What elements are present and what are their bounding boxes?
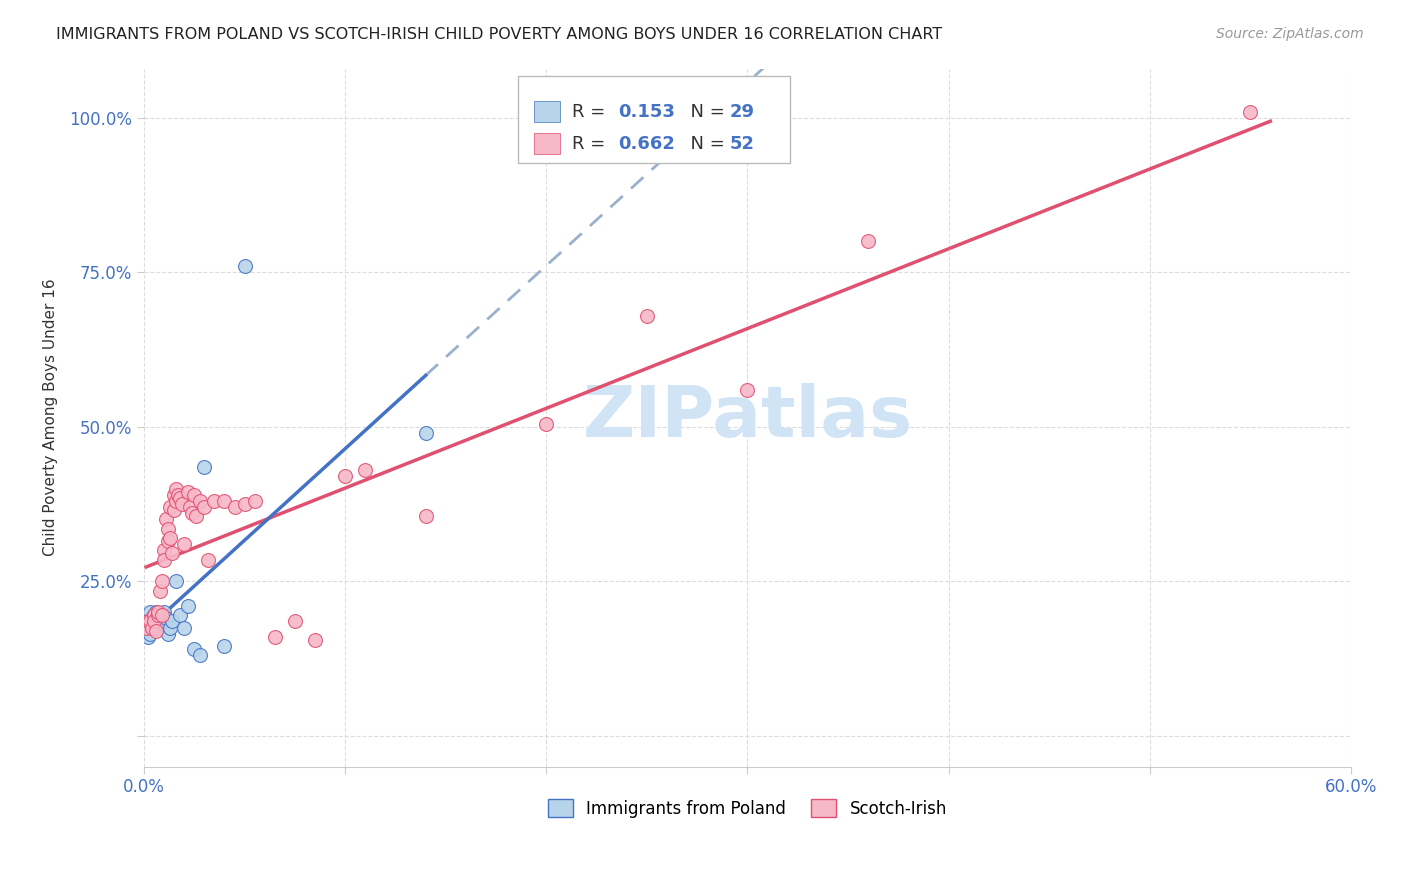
Point <box>636 309 658 323</box>
Point <box>233 497 256 511</box>
Point <box>163 488 186 502</box>
Point <box>139 626 162 640</box>
Point <box>415 425 437 440</box>
Point <box>214 494 236 508</box>
Point <box>284 615 307 629</box>
Point <box>150 574 173 589</box>
Point <box>143 615 166 629</box>
Point <box>165 494 187 508</box>
Point <box>177 484 200 499</box>
Point <box>169 608 191 623</box>
Text: ZIPatlas: ZIPatlas <box>582 383 912 452</box>
Point <box>149 583 172 598</box>
Point <box>143 608 166 623</box>
Point <box>141 611 163 625</box>
Text: R =: R = <box>572 103 612 120</box>
Point <box>333 469 356 483</box>
Point <box>188 494 211 508</box>
Text: R =: R = <box>572 135 612 153</box>
Point <box>155 512 177 526</box>
Text: N =: N = <box>679 103 730 120</box>
Point <box>139 605 162 619</box>
Point <box>157 626 180 640</box>
Point <box>157 534 180 549</box>
Point <box>141 621 163 635</box>
Text: 52: 52 <box>730 135 754 153</box>
Text: N =: N = <box>679 135 730 153</box>
Point <box>157 522 180 536</box>
Point <box>214 639 236 653</box>
Point <box>146 615 169 629</box>
Point <box>146 605 169 619</box>
Point <box>181 506 204 520</box>
Point <box>204 494 226 508</box>
Point <box>304 632 326 647</box>
Point <box>183 642 205 657</box>
Point <box>193 459 215 474</box>
Text: 29: 29 <box>730 103 754 120</box>
Point <box>179 500 201 515</box>
Point <box>165 574 187 589</box>
Point <box>172 497 194 511</box>
Point <box>153 605 176 619</box>
Point <box>146 621 169 635</box>
Point <box>150 608 173 623</box>
Point <box>139 615 162 629</box>
Point <box>856 235 879 249</box>
Point <box>165 482 187 496</box>
Legend: Immigrants from Poland, Scotch-Irish: Immigrants from Poland, Scotch-Irish <box>541 793 953 824</box>
Point <box>183 488 205 502</box>
Point <box>143 615 166 629</box>
Point <box>354 463 377 477</box>
Point <box>159 531 181 545</box>
Point <box>186 509 208 524</box>
Point <box>188 648 211 663</box>
Point <box>160 615 183 629</box>
Point <box>173 621 195 635</box>
Point <box>167 488 190 502</box>
Point <box>243 494 266 508</box>
Text: Source: ZipAtlas.com: Source: ZipAtlas.com <box>1216 27 1364 41</box>
Point <box>150 617 173 632</box>
Point <box>136 617 159 632</box>
Point <box>197 552 219 566</box>
Point <box>136 615 159 629</box>
FancyBboxPatch shape <box>519 76 790 162</box>
Point <box>173 537 195 551</box>
Point <box>163 503 186 517</box>
Point <box>224 500 246 515</box>
Point <box>145 624 167 638</box>
Point <box>536 417 558 431</box>
Point <box>169 491 191 505</box>
Point <box>141 621 163 635</box>
Point <box>159 500 181 515</box>
Point <box>160 546 183 560</box>
Point <box>153 552 176 566</box>
Point <box>135 621 157 635</box>
Point <box>193 500 215 515</box>
FancyBboxPatch shape <box>534 102 561 122</box>
Point <box>737 383 759 397</box>
Point <box>1239 104 1261 119</box>
Point <box>155 611 177 625</box>
Point <box>233 259 256 273</box>
Point <box>159 621 181 635</box>
Text: 0.153: 0.153 <box>619 103 675 120</box>
FancyBboxPatch shape <box>534 134 561 154</box>
Text: 0.662: 0.662 <box>619 135 675 153</box>
Point <box>136 630 159 644</box>
Point <box>143 608 166 623</box>
Text: IMMIGRANTS FROM POLAND VS SCOTCH-IRISH CHILD POVERTY AMONG BOYS UNDER 16 CORRELA: IMMIGRANTS FROM POLAND VS SCOTCH-IRISH C… <box>56 27 942 42</box>
Point <box>177 599 200 613</box>
Point <box>415 509 437 524</box>
Point <box>263 630 285 644</box>
Y-axis label: Child Poverty Among Boys Under 16: Child Poverty Among Boys Under 16 <box>44 278 58 557</box>
Point <box>146 608 169 623</box>
Point <box>135 621 157 635</box>
Point <box>153 543 176 558</box>
Point <box>145 605 167 619</box>
Point <box>149 608 172 623</box>
